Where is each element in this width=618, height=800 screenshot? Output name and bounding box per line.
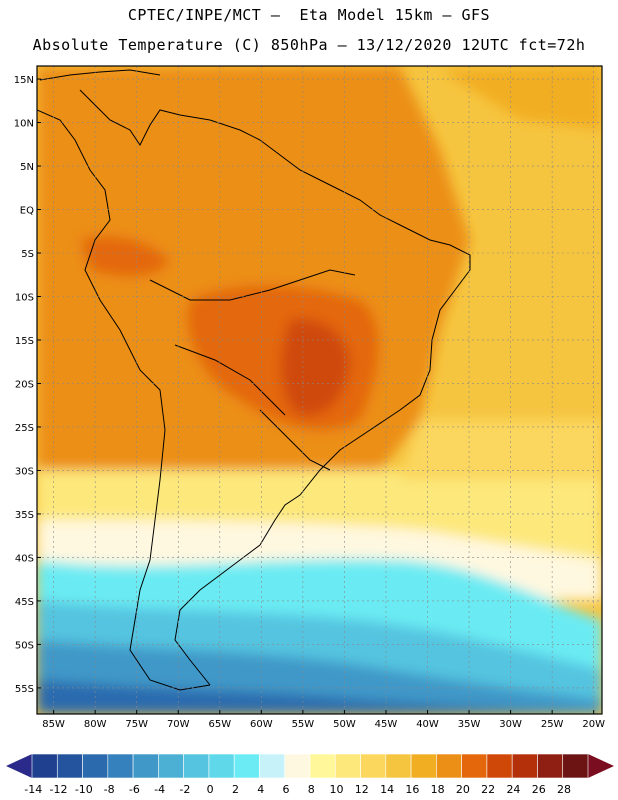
colorbar-label: 0 bbox=[207, 783, 214, 796]
longitude-labels: 85W 80W 75W 70W 65W 60W 55W 50W 45W 40W 35W 30W 25W 2… bbox=[42, 710, 605, 730]
coastline bbox=[37, 69, 471, 691]
colorbar-label: 2 bbox=[232, 783, 239, 796]
colorbar-swatch bbox=[436, 753, 462, 779]
lon-label: 65W bbox=[208, 719, 231, 730]
colorbar-label: 10 bbox=[330, 783, 344, 796]
lat-label: EQ bbox=[20, 206, 34, 217]
colorbar-label: 14 bbox=[380, 783, 394, 796]
lon-label: 70W bbox=[167, 719, 190, 730]
lon-label: 25W bbox=[541, 719, 564, 730]
lat-label: 40S bbox=[15, 553, 34, 564]
lat-label: 25S bbox=[15, 423, 34, 434]
colorbar-swatch bbox=[511, 753, 538, 779]
colorbar-swatch bbox=[410, 753, 437, 779]
colorbar-low-arrow bbox=[6, 754, 32, 778]
lon-label: 50W bbox=[333, 719, 356, 730]
colorbar-label: 6 bbox=[282, 783, 289, 796]
colorbar-swatch bbox=[82, 753, 109, 779]
colorbar-label: 12 bbox=[355, 783, 369, 796]
colorbar: -14 -12 -10 -8 -6 -4 -2 0 2 4 6 8 10 12 14 16 18 20 22 24 26… bbox=[6, 753, 614, 796]
lat-label: 35S bbox=[15, 510, 34, 521]
colorbar-label: 20 bbox=[456, 783, 470, 796]
colorbar-label: 16 bbox=[405, 783, 419, 796]
colorbar-swatch bbox=[132, 753, 159, 779]
colorbar-label: -10 bbox=[75, 783, 93, 796]
colorbar-swatch bbox=[537, 753, 564, 779]
colorbar-label: -14 bbox=[24, 783, 42, 796]
lat-label: 20S bbox=[15, 379, 34, 390]
colorbar-label: 22 bbox=[481, 783, 495, 796]
lon-label: 45W bbox=[375, 719, 398, 730]
lon-label: 20W bbox=[582, 719, 605, 730]
map-title: CPTEC/INPE/MCT – Eta Model 15km – GFS bbox=[127, 6, 491, 24]
colorbar-high-arrow bbox=[588, 754, 614, 778]
lat-label: 5S bbox=[21, 249, 34, 260]
lon-label: 55W bbox=[292, 719, 315, 730]
lat-label: 45S bbox=[15, 597, 34, 608]
colorbar-swatch bbox=[385, 753, 412, 779]
lat-label: 50S bbox=[15, 640, 34, 651]
colorbar-swatch bbox=[309, 753, 336, 779]
colorbar-label: 26 bbox=[532, 783, 546, 796]
lon-label: 35W bbox=[458, 719, 481, 730]
colorbar-swatch bbox=[233, 753, 260, 779]
lat-label: 10N bbox=[14, 119, 34, 130]
colorbar-swatch bbox=[461, 753, 488, 779]
lon-label: 30W bbox=[499, 719, 522, 730]
lat-label: 10S bbox=[15, 292, 34, 303]
colorbar-swatch bbox=[56, 753, 83, 779]
lon-label: 40W bbox=[416, 719, 439, 730]
temperature-field bbox=[37, 66, 602, 714]
colorbar-label: -2 bbox=[179, 783, 190, 796]
colorbar-swatch bbox=[158, 753, 184, 779]
colorbar-label: 18 bbox=[431, 783, 445, 796]
lat-label: 5N bbox=[20, 162, 34, 173]
map-frame bbox=[36, 65, 603, 715]
lon-label: 60W bbox=[250, 719, 273, 730]
lon-label: 80W bbox=[84, 719, 107, 730]
lat-label: 30S bbox=[15, 466, 34, 477]
colorbar-label: 28 bbox=[557, 783, 571, 796]
colorbar-swatch bbox=[360, 753, 387, 779]
colorbar-label: -8 bbox=[104, 783, 115, 796]
lon-label: 75W bbox=[125, 719, 148, 730]
latitude-labels: 15N 10N 5N EQ 5S 10S 15S 20S 25S 30S 35S 40S 45S 50S 5… bbox=[14, 75, 41, 695]
colorbar-swatch bbox=[334, 753, 361, 779]
colorbar-label: 24 bbox=[506, 783, 520, 796]
lon-label: 85W bbox=[42, 719, 65, 730]
lat-label: 15N bbox=[14, 75, 34, 86]
colorbar-label: -12 bbox=[50, 783, 68, 796]
lat-label: 15S bbox=[15, 336, 34, 347]
colorbar-swatch bbox=[486, 753, 513, 779]
lat-label: 55S bbox=[15, 684, 34, 695]
colorbar-label: -6 bbox=[129, 783, 140, 796]
map-subtitle: Absolute Temperature (C) 850hPa – 13/12/… bbox=[32, 36, 586, 54]
colorbar-swatch bbox=[562, 753, 589, 779]
colorbar-swatch bbox=[284, 753, 311, 779]
colorbar-swatch bbox=[259, 753, 286, 779]
colorbar-label: -4 bbox=[154, 783, 165, 796]
graticule bbox=[37, 66, 602, 714]
colorbar-swatch bbox=[107, 753, 134, 779]
colorbar-swatch bbox=[183, 753, 210, 779]
colorbar-swatch bbox=[31, 753, 58, 779]
colorbar-swatch bbox=[208, 753, 235, 779]
colorbar-label: 8 bbox=[308, 783, 315, 796]
colorbar-label: 4 bbox=[257, 783, 264, 796]
